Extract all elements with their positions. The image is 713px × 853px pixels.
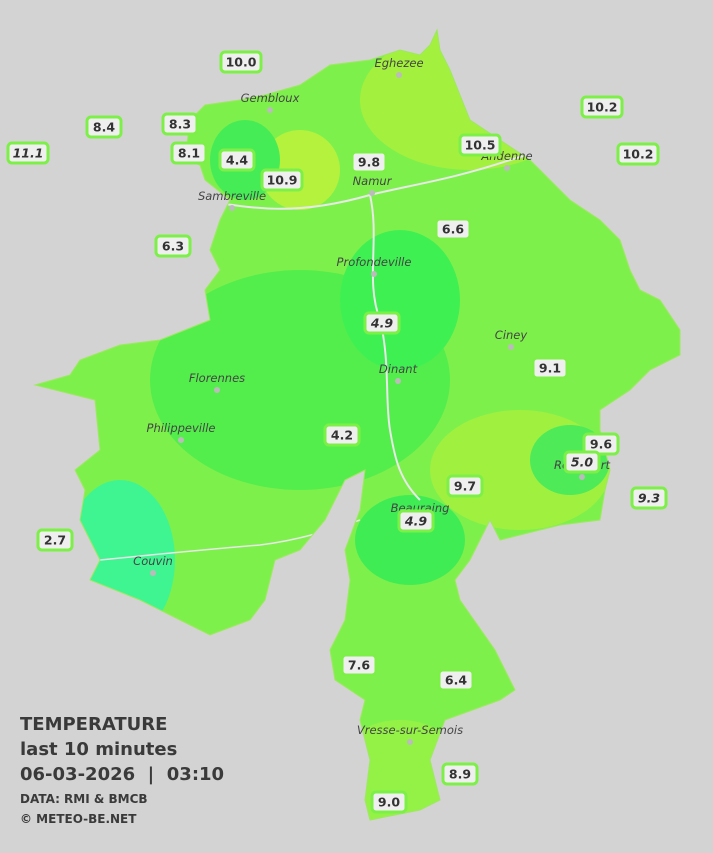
- town-label: Couvin: [133, 554, 173, 568]
- station-value: 10.2: [623, 147, 654, 162]
- town-dot: [150, 570, 156, 576]
- town-dot: [229, 205, 235, 211]
- station-box: [446, 474, 484, 498]
- station-value: 8.1: [178, 146, 200, 161]
- station-value: 6.6: [442, 222, 464, 237]
- station-value: 9.7: [454, 479, 476, 494]
- station-value: 9.6: [590, 437, 612, 452]
- station-box: [563, 450, 601, 474]
- station-box: [582, 432, 620, 456]
- town-dot: [504, 165, 510, 171]
- town-label: Eghezee: [374, 56, 423, 70]
- station-box: [437, 668, 475, 692]
- station-box: [36, 528, 74, 552]
- station-box: [170, 141, 208, 165]
- station-value: 6.3: [162, 239, 184, 254]
- station-value: 10.9: [267, 173, 298, 188]
- station-box: [6, 141, 50, 165]
- town-label: Dinant: [379, 362, 418, 376]
- station-value: 8.4: [93, 120, 115, 135]
- station-value: 9.0: [378, 795, 400, 810]
- station-box: [458, 133, 502, 157]
- town-dot: [395, 378, 401, 384]
- town-dot: [369, 190, 375, 196]
- town-dot: [579, 474, 585, 480]
- station-value: 6.4: [445, 673, 467, 688]
- station-value: 10.0: [226, 55, 257, 70]
- legend-subtitle: last 10 minutes: [20, 739, 177, 760]
- station-box: [580, 95, 624, 119]
- station-value: 10.2: [587, 100, 618, 115]
- station-value: 8.9: [449, 767, 471, 782]
- station-box: [616, 142, 660, 166]
- station-box: [441, 762, 479, 786]
- station-box: [397, 509, 435, 533]
- town-dot: [407, 739, 413, 745]
- town-dot: [267, 107, 273, 113]
- town-label: Philippeville: [147, 421, 216, 435]
- station-value: 7.6: [348, 658, 370, 673]
- town-dot: [178, 437, 184, 443]
- town-dot: [371, 271, 377, 277]
- station-box: [323, 423, 361, 447]
- station-value: 4.2: [331, 428, 353, 443]
- town-label: Profondeville: [337, 255, 412, 269]
- station-value: 11.1: [13, 146, 44, 161]
- station-value: 4.9: [370, 316, 393, 331]
- legend-datetime: 06-03-2026 | 03:10: [20, 764, 224, 785]
- station-value: 9.1: [539, 361, 561, 376]
- station-box: [630, 486, 668, 510]
- field-cool: [355, 495, 465, 585]
- town-dot: [214, 387, 220, 393]
- field-cool: [340, 230, 460, 370]
- station-box: [340, 653, 378, 677]
- station-value: 8.3: [169, 117, 191, 132]
- town-label: Sambreville: [198, 189, 266, 203]
- town-label: Vresse-sur-Semois: [357, 723, 463, 737]
- station-box: [363, 311, 401, 335]
- station-box: [161, 112, 199, 136]
- station-box: [531, 356, 569, 380]
- station-value: 2.7: [44, 533, 66, 548]
- town-label: Gembloux: [241, 91, 300, 105]
- town-dot: [396, 72, 402, 78]
- town-label: Florennes: [189, 371, 245, 385]
- station-value: 10.5: [465, 138, 496, 153]
- river: [369, 194, 421, 501]
- station-box: [370, 790, 408, 814]
- town-label: Ciney: [495, 328, 528, 342]
- station-box: [219, 50, 263, 74]
- town-label: Namur: [353, 174, 393, 188]
- station-box: [218, 148, 256, 172]
- town-dot: [508, 344, 514, 350]
- station-value: 4.9: [404, 514, 427, 529]
- station-value: 4.4: [226, 153, 248, 168]
- station-value: 5.0: [571, 455, 593, 470]
- legend-copyright: © METEO-BE.NET: [20, 812, 137, 826]
- legend-title: TEMPERATURE: [20, 714, 167, 735]
- station-value: 9.8: [358, 155, 380, 170]
- legend-source: DATA: RMI & BMCB: [20, 792, 148, 806]
- station-box: [154, 234, 192, 258]
- station-box: [350, 150, 388, 174]
- station-box: [260, 168, 304, 192]
- station-box: [434, 217, 472, 241]
- station-value: 9.3: [638, 491, 660, 506]
- station-box: [85, 115, 123, 139]
